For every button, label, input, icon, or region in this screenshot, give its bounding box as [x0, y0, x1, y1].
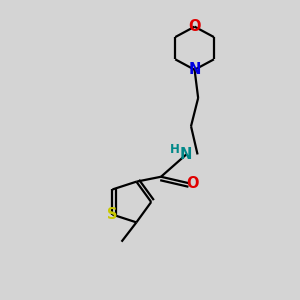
Text: O: O	[186, 176, 199, 191]
Text: S: S	[107, 207, 118, 222]
Text: H: H	[170, 142, 180, 156]
Text: O: O	[188, 19, 201, 34]
Text: N: N	[180, 147, 192, 162]
Text: N: N	[188, 62, 201, 77]
